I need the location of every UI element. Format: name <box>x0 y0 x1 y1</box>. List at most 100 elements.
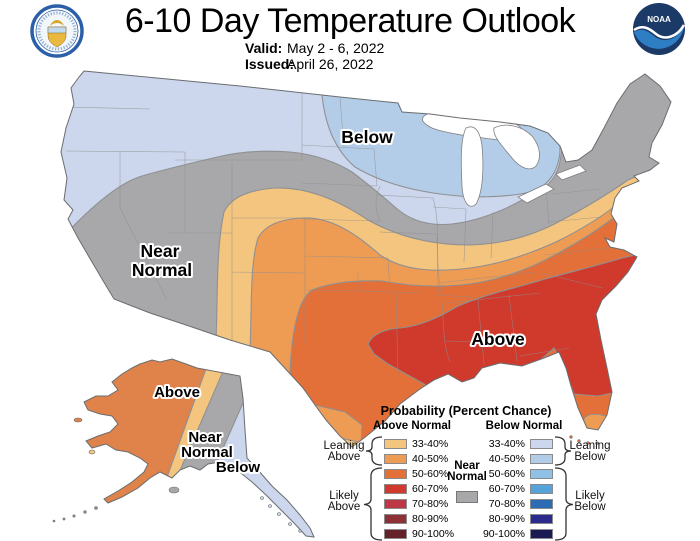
near-normal-swatch <box>456 491 478 503</box>
below-swatch-90-100 <box>530 528 553 539</box>
above-swatch-60-70 <box>384 483 407 494</box>
leaning-above-line-1: Leaning <box>323 440 365 452</box>
legend-row-below-4: 60-70% <box>473 482 553 495</box>
commerce-seal-logo <box>30 4 84 58</box>
above-range-50-60: 50-60% <box>412 467 449 480</box>
legend-below-header: Below Normal <box>485 420 563 432</box>
florida-key <box>577 439 581 443</box>
kodiak-island <box>168 486 180 494</box>
above-range-80-90: 80-90% <box>412 512 449 525</box>
aleutian-island <box>94 506 98 510</box>
seal-text-ring <box>37 11 77 51</box>
below-range-33-40: 33-40% <box>488 437 525 450</box>
valid-label: Valid: <box>245 40 283 56</box>
issued-row: Issued: April 26, 2022 <box>245 55 384 72</box>
label-alaska-above: Above <box>154 384 200 401</box>
below-range-90-100: 90-100% <box>482 527 525 540</box>
above-range-40-50: 40-50% <box>412 452 449 465</box>
aleutian-island <box>52 519 56 523</box>
below-swatch-80-90 <box>530 513 553 524</box>
aleutian-island <box>72 514 76 518</box>
lake-ontario <box>555 164 587 181</box>
below-swatch-40-50 <box>530 453 553 464</box>
state-borders <box>64 88 617 376</box>
probability-legend: Probability (Percent Chance) Above Norma… <box>315 400 617 541</box>
panhandle-island <box>277 512 281 516</box>
leaning-below-line-2: Below <box>574 450 606 463</box>
lake-erie <box>517 183 555 204</box>
page-title: 6-10 Day Temperature Outlook <box>124 2 576 40</box>
legend-row-below-2: 40-50% <box>473 452 553 465</box>
legend-row-below-6: 80-90% <box>473 512 553 525</box>
label-conus-below: Below <box>341 127 393 147</box>
legend-row-above-4: 60-70% <box>384 482 449 495</box>
legend-row-above-1: 33-40% <box>384 437 449 450</box>
legend-row-below-7: 90-100% <box>473 527 553 540</box>
above-swatch-50-60 <box>384 468 407 479</box>
legend-leaning-below: Leaning Below <box>561 441 619 462</box>
lake-michigan <box>460 126 484 207</box>
florida-key <box>586 441 590 445</box>
label-alaska-near-2: Normal <box>181 444 233 461</box>
above-swatch-80-90 <box>384 513 407 524</box>
noaa-wave <box>634 27 684 49</box>
legend-near-normal: Near Normal <box>442 460 492 503</box>
leaning-above-line-2: Above <box>327 450 361 463</box>
legend-likely-below: Likely Below <box>561 491 619 512</box>
legend-row-above-7: 90-100% <box>384 527 455 540</box>
below-range-70-80: 70-80% <box>488 497 525 510</box>
panhandle-island <box>268 504 272 508</box>
noaa-logo-text: NOAA <box>647 15 671 24</box>
issued-label: Issued: <box>245 55 295 72</box>
label-conus-above: Above <box>471 329 525 349</box>
above-range-60-70: 60-70% <box>412 482 449 495</box>
lake-huron <box>493 124 540 170</box>
above-range-90-100: 90-100% <box>412 527 455 540</box>
below-swatch-60-70 <box>530 483 553 494</box>
noaa-logo: NOAA <box>633 3 686 55</box>
noaa-gull-icon <box>633 24 686 39</box>
legend-row-above-6: 80-90% <box>384 512 449 525</box>
likely-below-line-1: Likely <box>575 490 605 502</box>
seal-shield-top <box>47 26 67 34</box>
likely-above-line-1: Likely <box>329 490 359 502</box>
below-swatch-70-80 <box>530 498 553 509</box>
legend-row-above-5: 70-80% <box>384 497 449 510</box>
below-range-80-90: 80-90% <box>488 512 525 525</box>
legend-row-above-2: 40-50% <box>384 452 449 465</box>
panhandle-island <box>260 496 264 500</box>
above-swatch-33-40 <box>384 438 407 449</box>
legend-leaning-above: Leaning Above <box>315 441 373 462</box>
below-range-50-60: 50-60% <box>488 467 525 480</box>
below-range-60-70: 60-70% <box>488 482 525 495</box>
panhandle-island <box>288 522 292 526</box>
issued-value: April 26, 2022 <box>287 55 374 72</box>
likely-above-line-2: Above <box>327 500 361 513</box>
nunivak-island <box>88 449 96 455</box>
near-normal-label-2: Normal <box>447 471 487 483</box>
aleutian-island <box>62 517 66 521</box>
label-conus-near-2: Normal <box>132 260 192 280</box>
below-range-40-50: 40-50% <box>488 452 525 465</box>
below-swatch-50-60 <box>530 468 553 479</box>
legend-title: Probability (Percent Chance) <box>380 404 552 418</box>
aleutian-island <box>83 510 87 514</box>
legend-row-above-3: 50-60% <box>384 467 449 480</box>
leaning-below-line-1: Leaning <box>569 440 611 452</box>
likely-below-line-2: Below <box>574 500 606 513</box>
above-range-70-80: 70-80% <box>412 497 449 510</box>
label-alaska-below: Below <box>216 459 261 476</box>
above-swatch-70-80 <box>384 498 407 509</box>
valid-value: May 2 - 6, 2022 <box>287 40 385 56</box>
above-range-33-40: 33-40% <box>412 437 449 450</box>
legend-row-below-5: 70-80% <box>473 497 553 510</box>
label-conus-near-1: Near <box>141 241 180 261</box>
legend-likely-above: Likely Above <box>315 491 373 512</box>
panhandle-island <box>298 529 302 533</box>
legend-row-below-3: 50-60% <box>473 467 553 480</box>
label-alaska-near-1: Near <box>188 429 222 446</box>
legend-above-header: Above Normal <box>373 420 451 432</box>
legend-row-below-1: 33-40% <box>473 437 553 450</box>
